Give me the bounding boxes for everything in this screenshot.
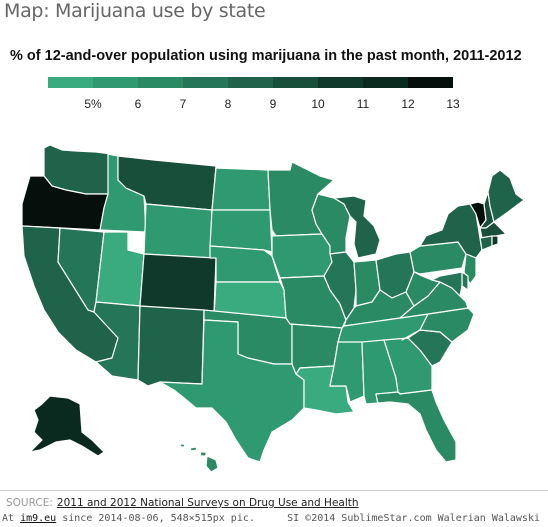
source-link[interactable]: 2011 and 2012 National Surveys on Drug U…: [56, 497, 359, 509]
state-TX[interactable]: [159, 319, 305, 463]
state-HI-island: [199, 451, 207, 457]
state-MD[interactable]: [431, 271, 463, 297]
state-MI[interactable]: [333, 195, 381, 259]
state-WY[interactable]: [143, 203, 213, 259]
state-IA[interactable]: [271, 233, 333, 279]
state-FL[interactable]: [365, 389, 457, 463]
legend-swatch-10: [273, 77, 318, 88]
state-HI-island: [189, 446, 198, 452]
state-CO[interactable]: [139, 253, 217, 313]
color-legend: [48, 77, 453, 89]
source-line: SOURCE: 2011 and 2012 National Surveys on…: [6, 497, 359, 509]
footer-left: At im9.eu since 2014-08-06, 548×515px pi…: [2, 513, 255, 524]
legend-labels: 5% 6 7 8 9 10 11 12 13: [48, 97, 508, 111]
site-link[interactable]: im9.eu: [20, 513, 57, 524]
legend-swatch-7: [138, 77, 183, 88]
legend-swatch-9: [228, 77, 273, 88]
footer-credit: SI ©2014 SublimeStar.com Walerian Walaws…: [287, 513, 540, 524]
state-CT[interactable]: [479, 235, 493, 251]
legend-label: 8: [224, 97, 232, 111]
legend-label: 10: [311, 97, 325, 111]
legend-label: 5%: [84, 97, 102, 111]
state-ME[interactable]: [487, 169, 525, 223]
legend-swatch-6: [93, 77, 138, 88]
source-label: SOURCE:: [6, 497, 53, 509]
legend-label: 13: [446, 97, 460, 111]
legend-label: 7: [179, 97, 187, 111]
state-RI[interactable]: [491, 235, 499, 247]
legend-swatch-13: [408, 77, 453, 88]
legend-label: 12: [401, 97, 415, 111]
state-HI-island: [179, 443, 186, 448]
state-HI-island: [205, 455, 219, 473]
at-label: At: [2, 513, 15, 524]
page-title: Map: Marijuana use by state: [4, 0, 266, 22]
legend-label: 6: [134, 97, 142, 111]
since-text: since 2014-08-06, 548×515px pic.: [62, 513, 255, 524]
legend-swatch-12: [363, 77, 408, 88]
state-DE[interactable]: [461, 271, 469, 291]
legend-swatch-8: [183, 77, 228, 88]
state-SD[interactable]: [209, 209, 273, 253]
state-AK[interactable]: [29, 395, 105, 457]
state-NC[interactable]: [401, 307, 475, 343]
state-ND[interactable]: [211, 167, 271, 211]
state-WI[interactable]: [311, 193, 351, 255]
map-subtitle: % of 12-and-over population using mariju…: [10, 48, 522, 64]
legend-label: 9: [269, 97, 277, 111]
footer-divider: [0, 490, 548, 491]
state-UT[interactable]: [95, 231, 145, 307]
legend-swatch-11: [318, 77, 363, 88]
legend-swatch-5: [48, 77, 93, 88]
state-PA[interactable]: [409, 241, 467, 275]
state-HI[interactable]: [179, 443, 219, 473]
state-NM[interactable]: [137, 305, 205, 387]
legend-label: 11: [356, 97, 370, 111]
